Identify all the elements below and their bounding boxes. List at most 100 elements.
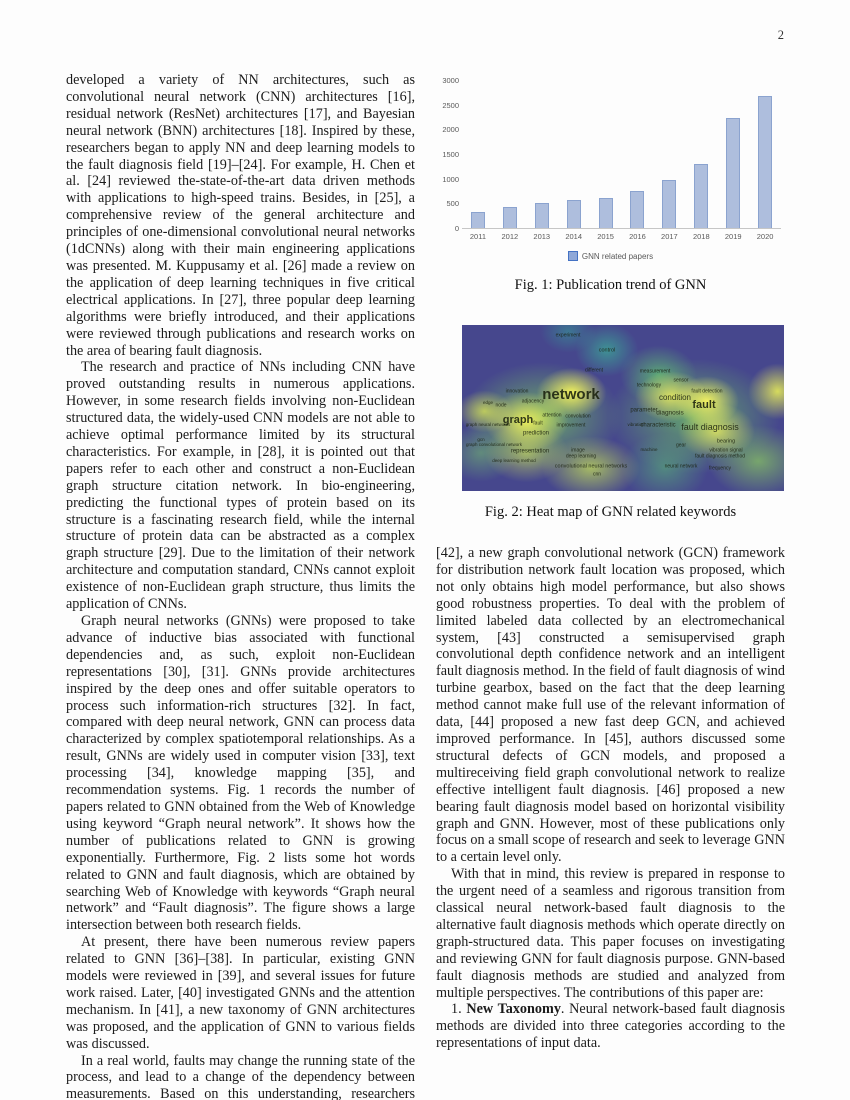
paragraph: With that in mind, this review is prepar… bbox=[436, 866, 785, 1001]
y-tick-label: 0 bbox=[454, 224, 459, 233]
keyword-fault: fault bbox=[532, 420, 543, 426]
keyword-fault-diagnosis: fault diagnosis bbox=[681, 422, 739, 433]
bar-2020 bbox=[758, 95, 773, 228]
bar-2018 bbox=[694, 163, 709, 228]
bar-2015 bbox=[598, 197, 613, 228]
keyword-network: network bbox=[542, 386, 601, 403]
body-text: The research and practice of NNs includi… bbox=[66, 359, 415, 613]
keyword-convolutional-neural-networks: convolutional neural networks bbox=[554, 463, 628, 470]
keyword-condition: condition bbox=[658, 393, 691, 403]
paragraph: In a real world, faults may change the r… bbox=[66, 1053, 415, 1100]
keyword-adjacency: adjacency bbox=[521, 398, 545, 405]
bar-chart: 0 500 1000 1500 2000 2500 3000 2011 2012 2013 201… bbox=[436, 76, 781, 241]
x-tick-label: 2017 bbox=[661, 232, 678, 241]
y-tick-label: 3000 bbox=[442, 76, 459, 85]
keyword-fault-diagnosis-method: fault diagnosis method bbox=[694, 453, 745, 459]
paragraph: [42], a new graph convolutional network … bbox=[436, 545, 785, 866]
keyword-gear: gear bbox=[675, 441, 686, 448]
bar-slot bbox=[462, 80, 494, 228]
keyword-diagnosis: diagnosis bbox=[655, 409, 684, 417]
figure1-caption: Fig. 1: Publication trend of GNN bbox=[514, 277, 707, 293]
bar-slot bbox=[685, 80, 717, 228]
keyword-technology: technology bbox=[636, 382, 661, 388]
body-text: With that in mind, this review is prepar… bbox=[436, 866, 785, 1001]
left-column: developed a variety of NN architectures,… bbox=[66, 72, 415, 1100]
keyword-prediction: prediction bbox=[523, 429, 550, 437]
bar-slot bbox=[622, 80, 654, 228]
x-tick-label: 2013 bbox=[533, 232, 551, 241]
chart-bars bbox=[462, 80, 781, 229]
paragraph: At present, there have been numerous rev… bbox=[66, 934, 415, 1052]
x-tick-label: 2020 bbox=[756, 232, 774, 241]
paragraph: developed a variety of NN architectures,… bbox=[66, 72, 415, 359]
keyword-graph: graph bbox=[503, 413, 534, 426]
paragraph: Graph neural networks (GNNs) were propos… bbox=[66, 613, 415, 934]
keyword-fault: fault bbox=[691, 398, 716, 411]
figure2-caption: Fig. 2: Heat map of GNN related keywords bbox=[484, 504, 737, 520]
body-text: developed a variety of NN architectures,… bbox=[66, 72, 415, 359]
body-text: 1. bbox=[451, 1001, 467, 1018]
bar-slot bbox=[526, 80, 558, 228]
bar-slot bbox=[494, 80, 526, 228]
keyword-attention: attention bbox=[542, 411, 562, 418]
bold-text: New Taxonomy bbox=[466, 1001, 561, 1018]
keyword-machine: machine bbox=[640, 447, 658, 452]
bar-slot bbox=[717, 80, 749, 228]
bar-slot bbox=[558, 80, 590, 228]
y-tick-label: 1000 bbox=[442, 174, 459, 184]
body-text: In a real world, faults may change the r… bbox=[66, 1052, 415, 1100]
bar-2013 bbox=[534, 202, 549, 228]
keyword-deep-learning: deep learning bbox=[565, 453, 597, 459]
keyword-heatmap: network graph fault condition fault diagnosi… bbox=[462, 325, 784, 491]
bar-2012 bbox=[502, 206, 517, 228]
legend-label: GNN related papers bbox=[581, 251, 654, 261]
chart-legend: GNN related papers bbox=[436, 251, 785, 261]
keyword-bearing: bearing bbox=[716, 438, 736, 445]
paragraph: The research and practice of NNs includi… bbox=[66, 359, 415, 613]
y-tick-label: 1500 bbox=[442, 150, 459, 159]
y-tick-label: 500 bbox=[446, 199, 459, 209]
figure-1: 0 500 1000 1500 2000 2500 3000 2011 2012 2013 201… bbox=[436, 76, 785, 294]
x-tick-label: 2011 bbox=[469, 232, 487, 241]
keyword-graph-convolutional-network: graph convolutional network bbox=[466, 442, 523, 447]
paragraph: 1. New Taxonomy. Neural network-based fa… bbox=[436, 1001, 785, 1052]
keyword-cnn: cnn bbox=[593, 471, 602, 478]
keyword-control: control bbox=[598, 346, 616, 353]
bar-slot bbox=[749, 80, 781, 228]
y-tick-label: 2000 bbox=[442, 125, 459, 135]
keyword-improvement: improvement bbox=[557, 421, 586, 428]
keyword-convolution: convolution bbox=[565, 413, 591, 420]
keyword-different: different bbox=[585, 367, 604, 373]
figure-2: network graph fault condition fault diagnosi… bbox=[436, 325, 785, 521]
keyword-innovation: innovation bbox=[505, 388, 529, 395]
keyword-neural-network: neural network bbox=[664, 463, 698, 469]
body-text: . Neural network-based fault diagnosis m… bbox=[436, 1001, 785, 1052]
keyword-sensor: sensor bbox=[673, 377, 689, 383]
keyword-vibration-signal: vibration signal bbox=[709, 446, 743, 453]
x-tick-label: 2019 bbox=[724, 232, 742, 241]
right-column: 0 500 1000 1500 2000 2500 3000 2011 2012 2013 201… bbox=[436, 72, 785, 1052]
keyword-frequency: frequency bbox=[708, 465, 731, 471]
bar-slot bbox=[653, 80, 685, 228]
y-tick-label: 2500 bbox=[442, 100, 459, 110]
x-tick-label: 2012 bbox=[501, 232, 519, 241]
keyword-parameter: parameter bbox=[630, 406, 658, 413]
keyword-edge: edge bbox=[482, 400, 493, 406]
keyword-gcn: gcn bbox=[477, 437, 485, 443]
bar-slot bbox=[590, 80, 622, 228]
keyword-experiment: experiment bbox=[555, 332, 581, 338]
keyword-measurement: measurement bbox=[639, 368, 671, 375]
left-column-text: developed a variety of NN architectures,… bbox=[66, 72, 415, 1100]
page-number: 2 bbox=[777, 28, 784, 42]
chart-y-axis: 0 500 1000 1500 2000 2500 3000 bbox=[436, 76, 462, 233]
body-text: Graph neural networks (GNNs) were propos… bbox=[66, 613, 415, 934]
bar-2017 bbox=[662, 179, 677, 228]
x-tick-label: 2018 bbox=[692, 232, 710, 241]
keyword-deep-learning-method: deep learning method bbox=[491, 458, 536, 464]
keyword-graph-neural-networks: graph neural networks bbox=[465, 422, 511, 428]
keyword-representation: representation bbox=[510, 447, 549, 455]
keyword-node: node bbox=[495, 401, 507, 408]
keyword-vibration: vibration bbox=[627, 422, 645, 428]
bar-2016 bbox=[630, 190, 645, 228]
